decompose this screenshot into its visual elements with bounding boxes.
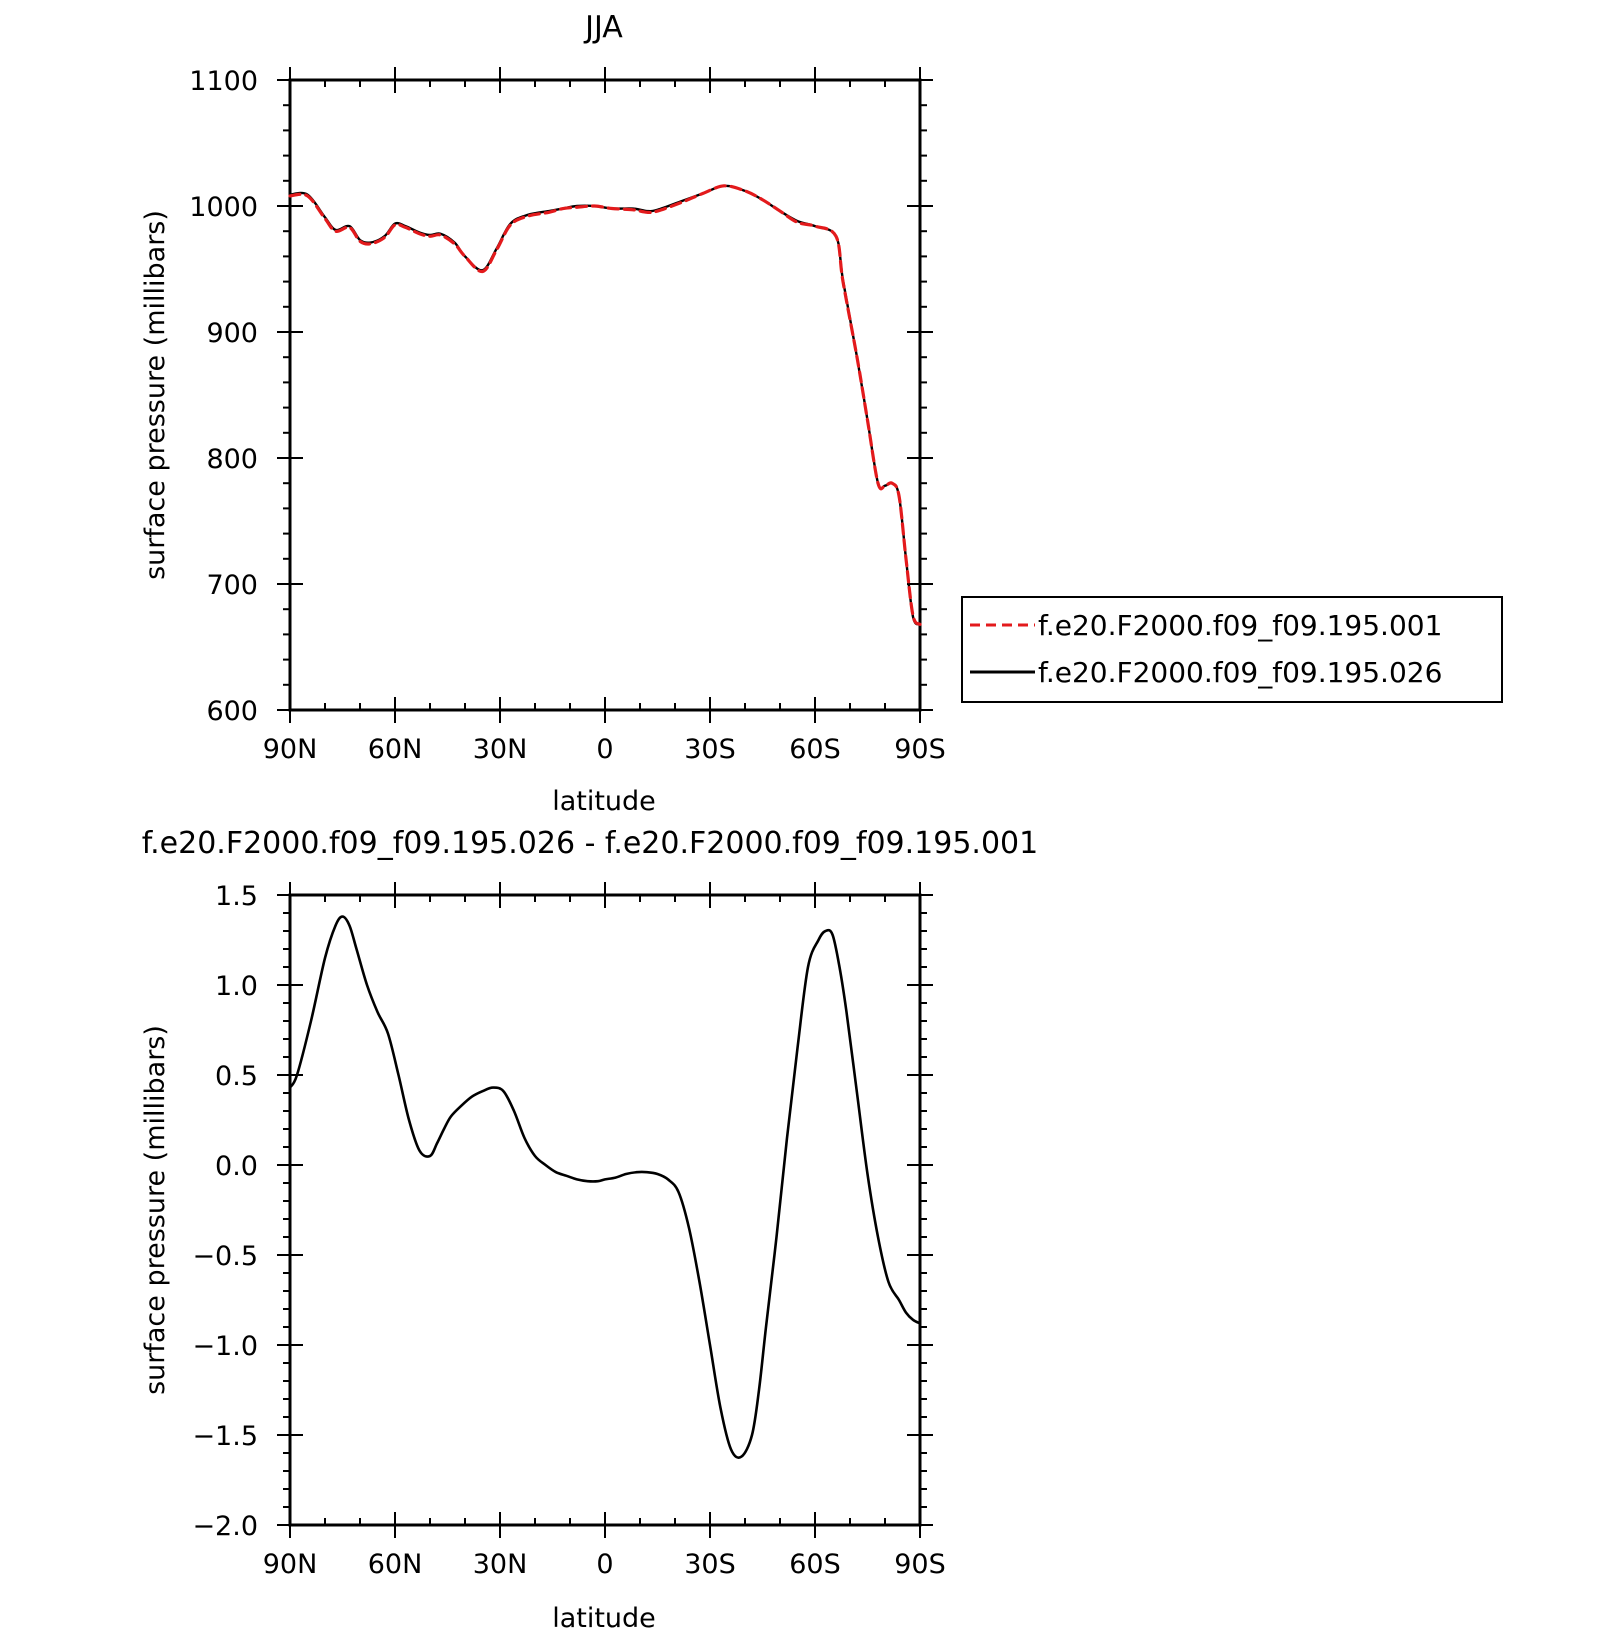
top-x-tick-label: 0 (596, 734, 613, 765)
top-chart-title: JJA (583, 10, 623, 45)
top-plot-frame (288, 78, 922, 712)
top-series-line-2 (288, 184, 922, 626)
top-x-tick-label: 60N (368, 734, 423, 765)
top-y-tick-label: 1100 (189, 66, 258, 97)
bottom-chart-title: f.e20.F2000.f09_f09.195.026 - f.e20.F200… (142, 826, 1038, 861)
bottom-axis-ticks: 90N 60N 30N 0 30S 60S 90S 1.5 1.0 0.5 0.0 −0.5 −1.0 −… (192, 881, 945, 1580)
top-x-tick-label: 90S (894, 734, 946, 765)
top-x-tick-label: 30N (473, 734, 528, 765)
bottom-y-tick-label: 0.0 (215, 1151, 258, 1182)
bottom-y-tick-label: −2.0 (192, 1511, 258, 1542)
top-x-tick-label: 90N (263, 734, 318, 765)
bottom-plot-frame (288, 893, 922, 1527)
top-y-tick-label: 800 (206, 444, 258, 475)
legend-box (961, 596, 1503, 703)
bottom-x-tick-label: 90S (894, 1549, 946, 1580)
bottom-y-tick-label: −0.5 (192, 1241, 258, 1272)
top-y-tick-label: 1000 (189, 192, 258, 223)
bottom-x-tick-label: 30N (473, 1549, 528, 1580)
legend-label-case1: f.e20.F2000.f09_f09.195.001 (1038, 609, 1442, 642)
top-axis-ticks: 90N 60N 30N 0 30S 60S 90S 600 700 800 900 1000 1100 (189, 66, 945, 765)
bottom-x-tick-label: 60S (789, 1549, 841, 1580)
bottom-panel: f.e20.F2000.f09_f09.195.026 - f.e20.F200… (140, 826, 1038, 1634)
legend-label-case2: f.e20.F2000.f09_f09.195.026 (1038, 656, 1442, 689)
bottom-y-tick-label: 1.0 (215, 971, 258, 1002)
bottom-y-tick-label: −1.0 (192, 1331, 258, 1362)
bottom-x-axis-label: latitude (552, 1603, 656, 1634)
bottom-y-tick-label: −1.5 (192, 1421, 258, 1452)
top-y-tick-label: 600 (206, 696, 258, 727)
top-panel: JJA 90N 60N 30N 0 30S 60S 90S 600 700 800 900 1000 1… (140, 10, 946, 817)
top-y-tick-label: 700 (206, 570, 258, 601)
top-y-axis-label: surface pressure (millibars) (140, 210, 171, 580)
bottom-x-tick-label: 0 (596, 1549, 613, 1580)
top-series-line-1 (288, 184, 922, 626)
legend: f.e20.F2000.f09_f09.195.001 f.e20.F2000.… (961, 596, 1503, 703)
bottom-series-line-1 (288, 915, 922, 1459)
top-x-axis-label: latitude (552, 786, 656, 817)
bottom-x-tick-label: 60N (368, 1549, 423, 1580)
bottom-x-tick-label: 90N (263, 1549, 318, 1580)
bottom-x-tick-label: 30S (684, 1549, 736, 1580)
top-x-tick-label: 60S (789, 734, 841, 765)
top-x-tick-label: 30S (684, 734, 736, 765)
bottom-y-tick-label: 1.5 (215, 881, 258, 912)
bottom-y-tick-label: 0.5 (215, 1061, 258, 1092)
top-y-tick-label: 900 (206, 318, 258, 349)
bottom-y-axis-label: surface pressure (millibars) (140, 1025, 171, 1395)
